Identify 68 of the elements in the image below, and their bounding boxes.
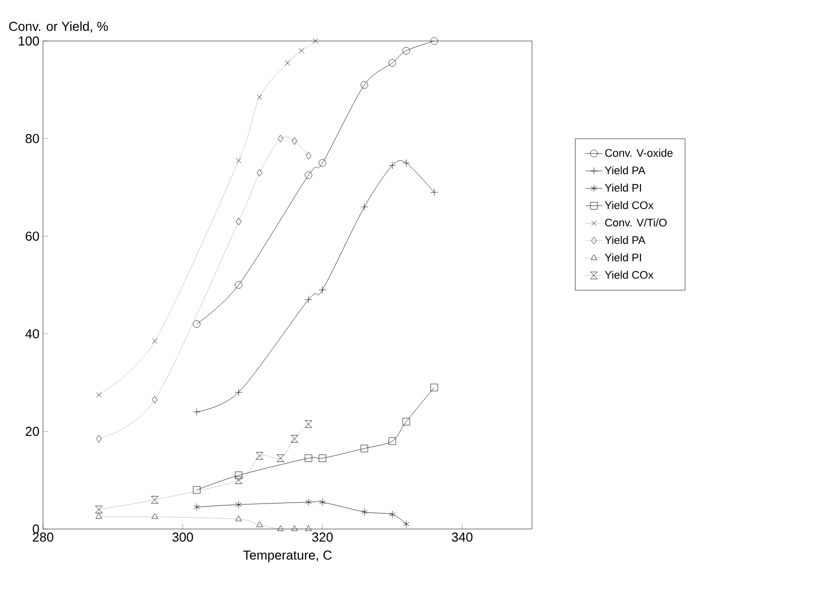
point (96, 392, 102, 398)
point (290, 435, 298, 442)
legend-label: Yield PA (604, 166, 646, 174)
y-tick-label: 60 (26, 232, 39, 241)
point (236, 158, 242, 164)
point (305, 525, 312, 531)
y-tick-label: 80 (26, 134, 39, 144)
point (291, 525, 298, 531)
point (236, 218, 242, 226)
legend-label: Yield COx (604, 270, 654, 279)
legend-label: Yield PA (604, 236, 646, 244)
point (151, 496, 158, 504)
point (292, 137, 298, 145)
point (278, 134, 284, 142)
y-tick-label: 20 (26, 426, 39, 436)
point (95, 506, 103, 514)
legend-label: Yield PI (604, 253, 641, 262)
legend-label: Conv. V-oxide (605, 148, 673, 157)
point (306, 152, 312, 160)
point (256, 94, 262, 100)
point (430, 384, 438, 392)
point (430, 37, 438, 45)
x-axis-title: Temperature, C (243, 550, 332, 562)
x-tick-label: 320 (312, 532, 333, 542)
point (276, 454, 284, 462)
point (152, 338, 158, 344)
point (192, 320, 200, 328)
legend-label: Yield PI (604, 184, 641, 192)
point (192, 486, 200, 494)
point (234, 281, 242, 289)
point (96, 513, 102, 519)
legend-label: Conv. V/Ti/O (605, 218, 667, 227)
point (235, 516, 242, 522)
point (235, 500, 242, 508)
point (319, 498, 326, 506)
x-tick-label: 340 (452, 532, 472, 542)
point (388, 437, 396, 445)
point (312, 38, 318, 44)
y-tick-label: 40 (25, 329, 39, 338)
point (193, 503, 200, 511)
y-axis-title: Conv. or Yield, % (9, 21, 108, 32)
point (96, 435, 102, 442)
point (277, 525, 284, 531)
point (318, 454, 326, 462)
point (360, 444, 368, 452)
x-tick-label: 300 (172, 532, 194, 542)
point (402, 418, 410, 426)
point (403, 520, 410, 528)
point (304, 420, 312, 428)
point (298, 48, 304, 54)
point (360, 81, 368, 89)
legend-label: Yield COx (604, 201, 654, 210)
point (361, 508, 368, 516)
point (305, 498, 312, 506)
point (389, 510, 396, 518)
point (256, 169, 262, 176)
point (318, 159, 326, 167)
x-tick-label: 280 (32, 532, 54, 542)
point (402, 47, 410, 54)
y-tick-label: 100 (18, 36, 39, 46)
point (304, 454, 312, 462)
point (152, 396, 158, 404)
point (152, 513, 158, 519)
point (388, 59, 396, 67)
point (284, 60, 290, 66)
point (256, 452, 264, 460)
point (304, 171, 312, 179)
point (256, 521, 263, 528)
